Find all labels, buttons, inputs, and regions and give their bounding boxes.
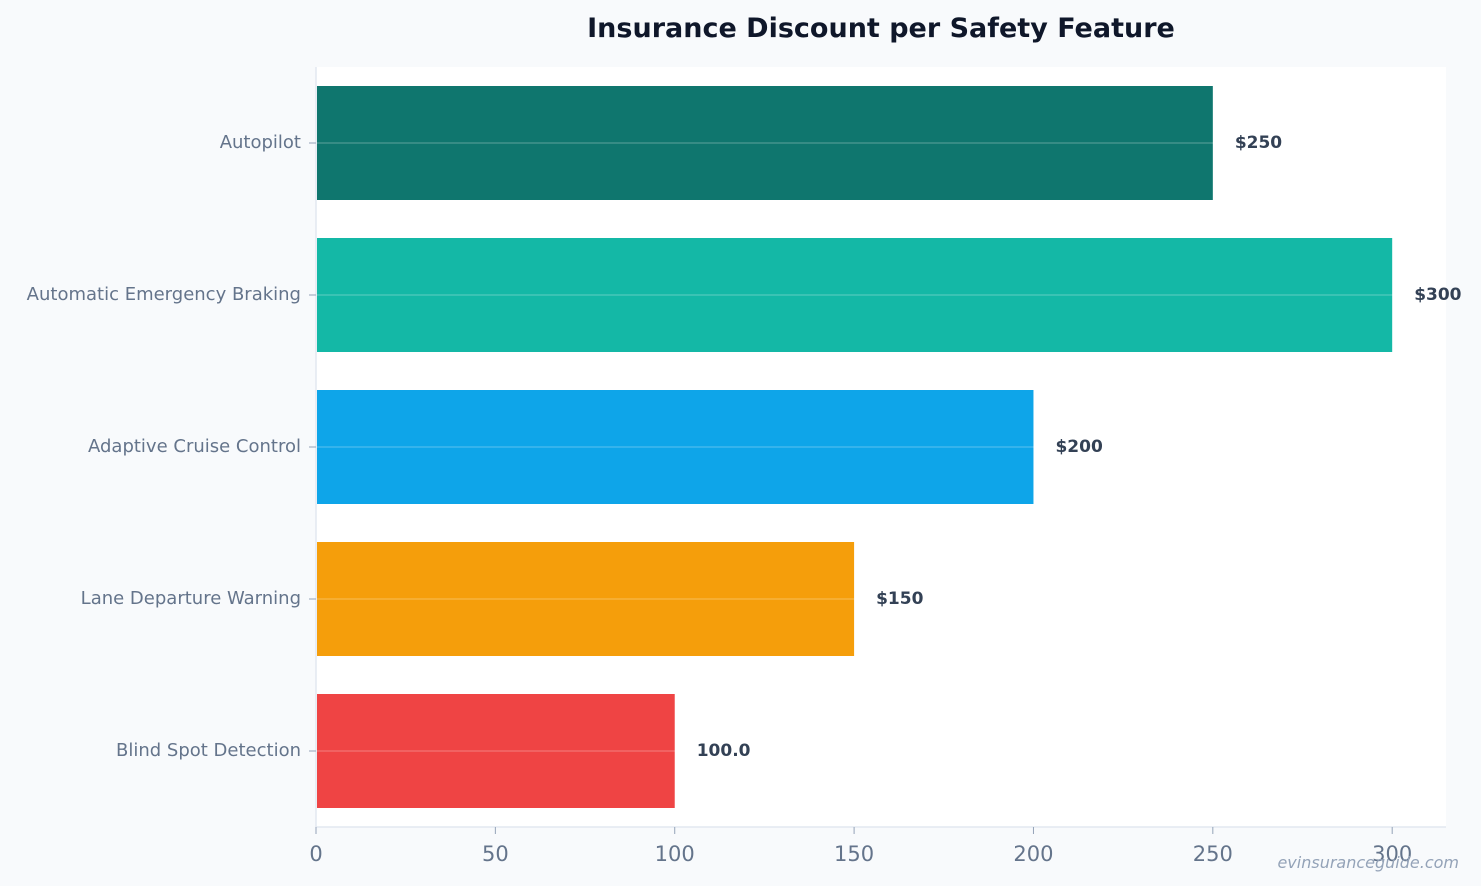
x-tick-label-5: 250	[1193, 842, 1233, 866]
x-axis-ticks: 0 50 100 150 200 250 300	[309, 827, 1412, 866]
category-label-2: Adaptive Cruise Control	[88, 436, 301, 457]
value-label-1: $300	[1414, 285, 1461, 305]
bar-3	[317, 542, 855, 656]
x-tick-label-4: 200	[1013, 842, 1053, 866]
value-labels: $250 $300 $200 $150 100.0	[697, 133, 1462, 761]
category-label-1: Automatic Emergency Braking	[27, 284, 301, 305]
bars-layer	[317, 86, 1393, 808]
x-tick-label-0: 0	[309, 842, 322, 866]
value-label-2: $200	[1055, 437, 1102, 457]
category-label-0: Autopilot	[220, 132, 301, 153]
x-tick-label-2: 100	[655, 842, 695, 866]
category-label-3: Lane Departure Warning	[81, 588, 301, 609]
bar-centerlines	[316, 142, 1446, 752]
x-tick-label-6: 300	[1372, 842, 1412, 866]
bar-4	[317, 694, 675, 808]
category-labels: Autopilot Automatic Emergency Braking Adap…	[27, 132, 316, 761]
value-label-4: 100.0	[697, 741, 751, 761]
bar-2	[317, 390, 1034, 504]
value-label-3: $150	[876, 589, 923, 609]
x-tick-label-1: 50	[482, 842, 509, 866]
bar-1	[317, 238, 1393, 352]
x-tick-label-3: 150	[834, 842, 874, 866]
watermark-text: evinsuranceguide.com	[1277, 853, 1459, 872]
bar-0	[317, 86, 1213, 200]
value-label-0: $250	[1235, 133, 1282, 153]
chart-title: Insurance Discount per Safety Feature	[587, 13, 1175, 44]
category-label-4: Blind Spot Detection	[116, 740, 301, 761]
